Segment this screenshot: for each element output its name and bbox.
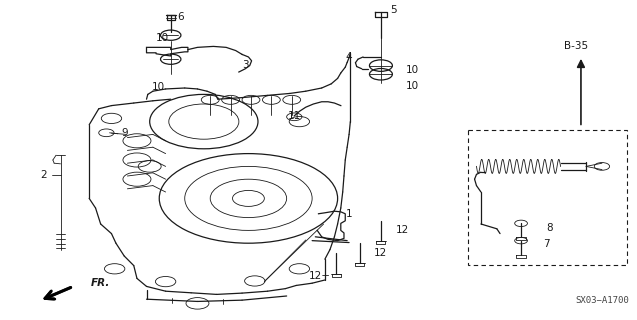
- Text: 3: 3: [242, 60, 248, 70]
- Text: 1: 1: [346, 209, 352, 219]
- Text: 10: 10: [406, 81, 419, 91]
- Text: 9: 9: [121, 128, 127, 138]
- Text: 12−: 12−: [309, 271, 331, 281]
- Text: 7: 7: [543, 239, 550, 249]
- Text: 10: 10: [152, 82, 164, 92]
- Text: SX03−A1700: SX03−A1700: [576, 296, 629, 305]
- Text: 6: 6: [177, 12, 183, 22]
- Text: 12: 12: [396, 225, 409, 235]
- Text: B-35: B-35: [564, 41, 589, 52]
- Text: 12: 12: [375, 248, 387, 259]
- Text: 4: 4: [346, 52, 352, 62]
- Text: 10: 10: [406, 65, 419, 75]
- Text: FR.: FR.: [91, 278, 110, 288]
- Text: 2: 2: [40, 170, 47, 180]
- Text: 8: 8: [546, 223, 552, 233]
- Text: 10: 10: [156, 33, 169, 43]
- Text: 5: 5: [390, 5, 396, 15]
- Text: 11: 11: [288, 111, 301, 121]
- Bar: [468, 130, 627, 265]
